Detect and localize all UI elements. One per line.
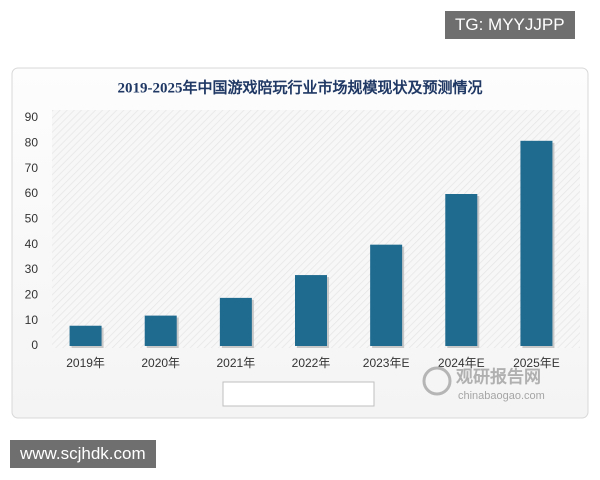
bar [295,275,327,346]
bar [69,325,102,346]
x-tick-label: 2021年 [217,356,256,370]
chart: 2019-2025年中国游戏陪玩行业市场规模现状及预测情况 0 10 20 30 40 5… [11,67,589,419]
x-tick-label: 2022年 [292,356,331,370]
x-tick-label: 2024年E [438,356,485,370]
bar [219,297,252,346]
bar [520,140,553,346]
x-tick-label: 2025年E [513,356,560,370]
watermark: 观研报告网 chinabaogao.com [422,366,545,402]
x-tick-label: 2019年 [66,356,105,370]
y-tick-label: 60 [25,186,39,200]
y-tick-label: 0 [31,338,38,352]
y-tick-label: 10 [25,313,39,327]
bar [445,194,478,346]
y-tick-label: 90 [25,110,39,124]
y-tick-label: 20 [25,288,39,302]
watermark-url: chinabaogao.com [458,390,545,402]
bar [144,315,177,346]
y-tick-label: 50 [25,212,39,226]
x-tick-label: 2020年 [141,356,180,370]
bar [370,244,403,346]
x-tick-label: 2023年E [363,356,410,370]
chart-title: 2019-2025年中国游戏陪玩行业市场规模现状及预测情况 [118,78,483,96]
footer-label: www.scjhdk.com [10,440,156,468]
watermark-logo [422,366,452,396]
watermark-name: 观研报告网 [455,366,541,386]
legend [222,381,375,407]
y-tick-label: 40 [25,237,39,251]
y-tick-label: 80 [25,136,39,150]
y-tick-label: 70 [25,161,39,175]
header-label: TG: MYYJJPP [445,11,575,39]
y-tick-label: 30 [25,262,39,276]
